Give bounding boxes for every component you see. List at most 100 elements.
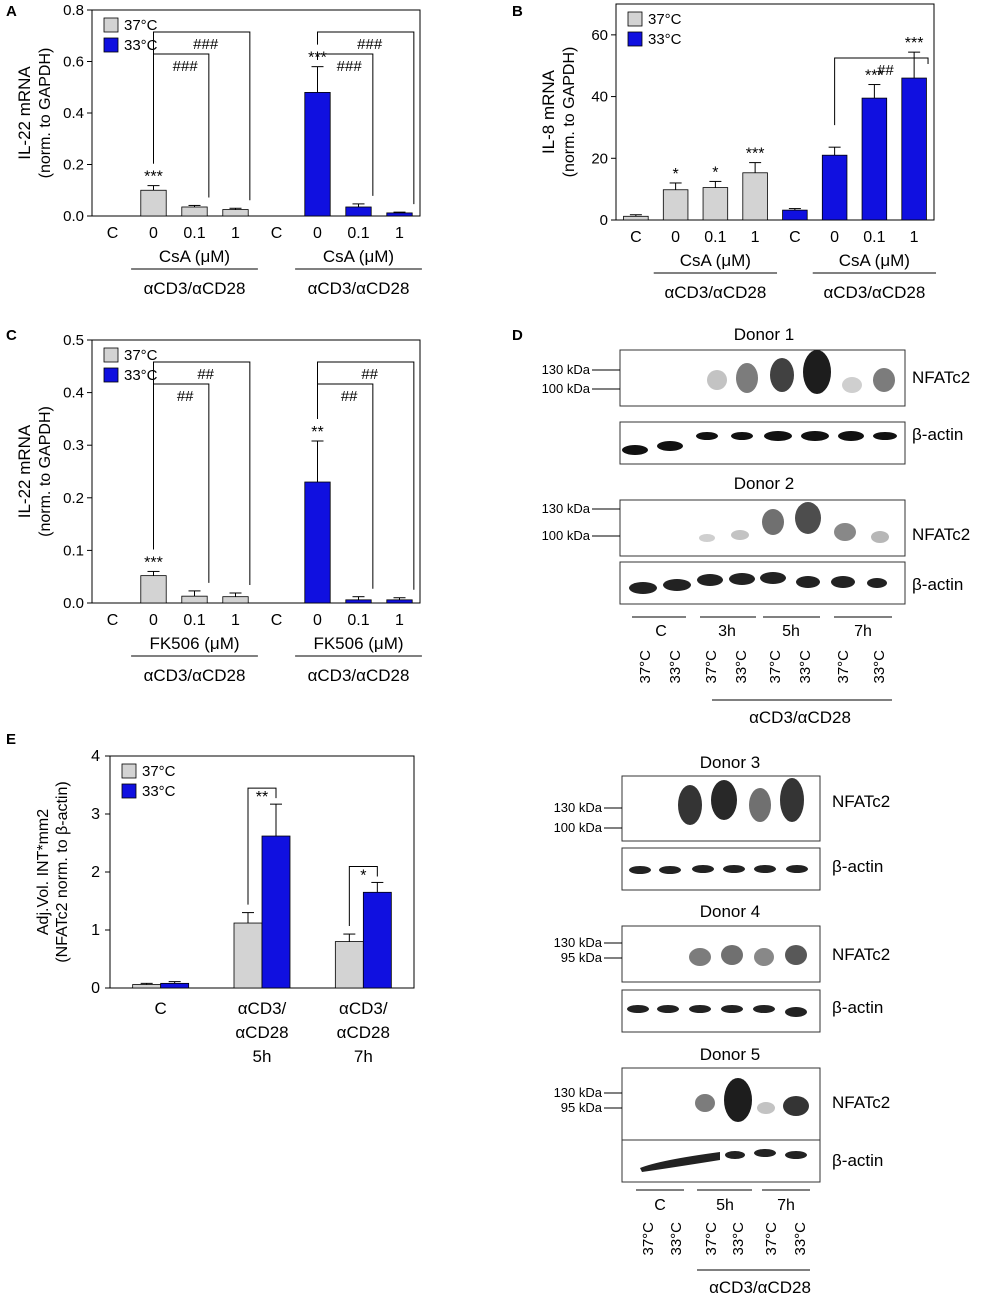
- y-tick-label: 0.4: [63, 385, 84, 402]
- time-c-bottom: C: [654, 1197, 666, 1214]
- significance-bracket: [153, 383, 210, 583]
- significance-bracket: [153, 31, 251, 201]
- legend-swatch-33: [627, 31, 643, 47]
- y-axis-label-2: (NFATc2 norm. to β-actin): [54, 781, 71, 962]
- chart-b: 0 20 40 60 IL-8 mRNA (norm. to GAPDH) C 0 0.1 1 C 0…: [539, 3, 937, 302]
- bar: [233, 922, 263, 989]
- bar: [821, 154, 848, 221]
- bracket-label: ##: [361, 366, 378, 383]
- lane-label: 37°C: [835, 650, 852, 684]
- x-tick-label: 0.1: [347, 225, 369, 242]
- actin-label-d5: β-actin: [832, 1151, 883, 1170]
- x-tick-label: αCD28: [235, 1023, 288, 1042]
- significance-bracket: [247, 787, 277, 905]
- kda-100-d3: 100 kDa: [554, 820, 603, 835]
- significance-stars: **: [256, 789, 268, 806]
- bar: [702, 187, 729, 221]
- significance-bracket: [834, 57, 929, 126]
- y-axis-label-2: (norm. to GAPDH): [561, 47, 578, 178]
- bar: [861, 97, 888, 221]
- significance-bracket: [348, 865, 378, 927]
- y-tick-label: 1: [91, 922, 100, 939]
- bar: [345, 206, 372, 217]
- actin-label-d4: β-actin: [832, 998, 883, 1017]
- donor3-label: Donor 3: [700, 753, 760, 772]
- legend-label-33: 33°C: [124, 37, 158, 54]
- bar: [386, 599, 413, 604]
- legend-label-33: 33°C: [142, 783, 176, 800]
- legend-swatch-37: [103, 347, 119, 363]
- bracket-label: ##: [877, 62, 894, 79]
- y-tick-label: 3: [91, 806, 100, 823]
- x-tick-label: C: [630, 229, 642, 246]
- lane-label: 37°C: [637, 650, 654, 684]
- y-tick-label: 0.2: [63, 157, 84, 174]
- bracket-label: ###: [357, 36, 383, 53]
- lane-label: 33°C: [733, 650, 750, 684]
- stimulation-label: αCD3/αCD28: [823, 283, 925, 302]
- lane-labels-top: 37°C 33°C 37°C 33°C 37°C 33°C 37°C 33°C: [637, 650, 888, 684]
- bands-donor3-actin: [629, 865, 808, 874]
- lane-label: 37°C: [703, 1222, 720, 1256]
- significance-stars: ***: [865, 68, 884, 85]
- legend-swatch-33: [121, 783, 137, 799]
- stimulation-label: αCD3/αCD28: [664, 283, 766, 302]
- x-tick-label: 5h: [253, 1047, 272, 1066]
- legend-label-33: 33°C: [648, 31, 682, 48]
- legend-label-37: 37°C: [124, 347, 158, 364]
- panel-label-e: E: [6, 731, 16, 748]
- y-axis-label-2: (norm. to GAPDH): [37, 48, 54, 179]
- bracket-label: ##: [341, 388, 358, 405]
- bands-donor2-actin: [629, 572, 887, 594]
- y-tick-label: 0.0: [63, 208, 84, 225]
- time-groups-bottom: [636, 1189, 810, 1271]
- donor2-label: Donor 2: [734, 474, 794, 493]
- significance-stars: **: [311, 424, 323, 441]
- lane-label: 37°C: [767, 650, 784, 684]
- panel-label-b: B: [512, 3, 523, 20]
- time-7h-bottom: 7h: [777, 1197, 795, 1214]
- x-tick-label: 0: [313, 612, 322, 629]
- time-5h-top: 5h: [782, 623, 800, 640]
- bar: [304, 92, 331, 217]
- lane-label: 33°C: [792, 1222, 809, 1256]
- x-tick-label: 0: [149, 612, 158, 629]
- x-group-label: FK506 (μM): [149, 634, 239, 653]
- donor4-label: Donor 4: [700, 902, 760, 921]
- x-tick-label: C: [271, 612, 283, 629]
- time-3h-top: 3h: [718, 623, 736, 640]
- blot-group-top: Donor 1 130 kDa 100 kDa NFATc2 β-actin D: [542, 325, 971, 727]
- bar: [386, 212, 413, 217]
- bracket-label: ###: [173, 58, 199, 75]
- legend-label-37: 37°C: [142, 763, 176, 780]
- y-tick-label: 0.0: [63, 595, 84, 612]
- legend-swatch-37: [103, 17, 119, 33]
- bands-donor3-nfatc2: [678, 778, 804, 825]
- y-tick-label: 0.8: [63, 2, 84, 19]
- legend-swatch-33: [103, 37, 119, 53]
- y-tick-label: 20: [591, 150, 608, 167]
- significance-stars: ***: [144, 169, 163, 186]
- x-tick-label: 1: [231, 225, 240, 242]
- y-tick-label: 4: [91, 748, 100, 765]
- lane-label: 37°C: [763, 1222, 780, 1256]
- stim-label-bottom: αCD3/αCD28: [709, 1278, 811, 1297]
- legend-label-33: 33°C: [124, 367, 158, 384]
- x-group-label: CsA (μM): [680, 251, 751, 270]
- legend-swatch-33: [103, 367, 119, 383]
- plot-frame: [91, 339, 421, 604]
- y-tick-label: 0.3: [63, 437, 84, 454]
- x-tick-label: C: [107, 612, 119, 629]
- blot-group-bottom: Donor 3 130 kDa 100 kDa NFATc2 β-actin D…: [554, 753, 891, 1297]
- chart-c: 0.0 0.1 0.2 0.3 0.4 0.5 IL-22 mRNA (norm. to GA…: [15, 332, 422, 685]
- time-5h-bottom: 5h: [716, 1197, 734, 1214]
- bar: [742, 172, 768, 221]
- x-tick-label: αCD28: [337, 1023, 390, 1042]
- actin-label-d1: β-actin: [912, 425, 963, 444]
- y-axis-label: IL-8 mRNA: [539, 69, 558, 154]
- x-tick-label: 0.1: [183, 612, 205, 629]
- x-tick-label: 1: [395, 612, 404, 629]
- chart-e: 0 1 2 3 4 Adj.Vol. INT*mm2 (NFATc2 norm. to β-…: [35, 748, 415, 1066]
- significance-bracket: [317, 31, 415, 205]
- time-c-top: C: [655, 623, 667, 640]
